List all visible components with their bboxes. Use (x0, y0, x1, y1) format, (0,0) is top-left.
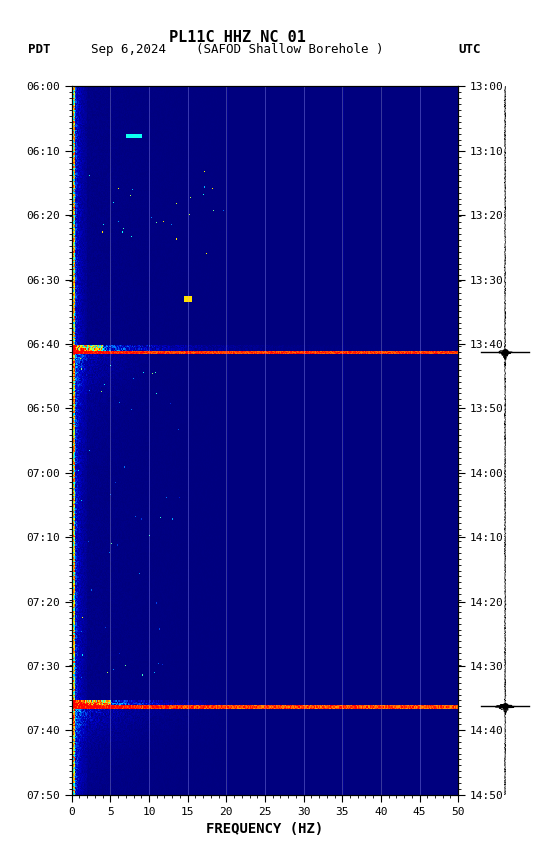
Text: PDT: PDT (28, 43, 50, 56)
Text: PL11C HHZ NC 01: PL11C HHZ NC 01 (169, 30, 306, 45)
Text: Sep 6,2024    (SAFOD Shallow Borehole ): Sep 6,2024 (SAFOD Shallow Borehole ) (91, 43, 384, 56)
Text: UTC: UTC (458, 43, 481, 56)
X-axis label: FREQUENCY (HZ): FREQUENCY (HZ) (206, 823, 323, 836)
